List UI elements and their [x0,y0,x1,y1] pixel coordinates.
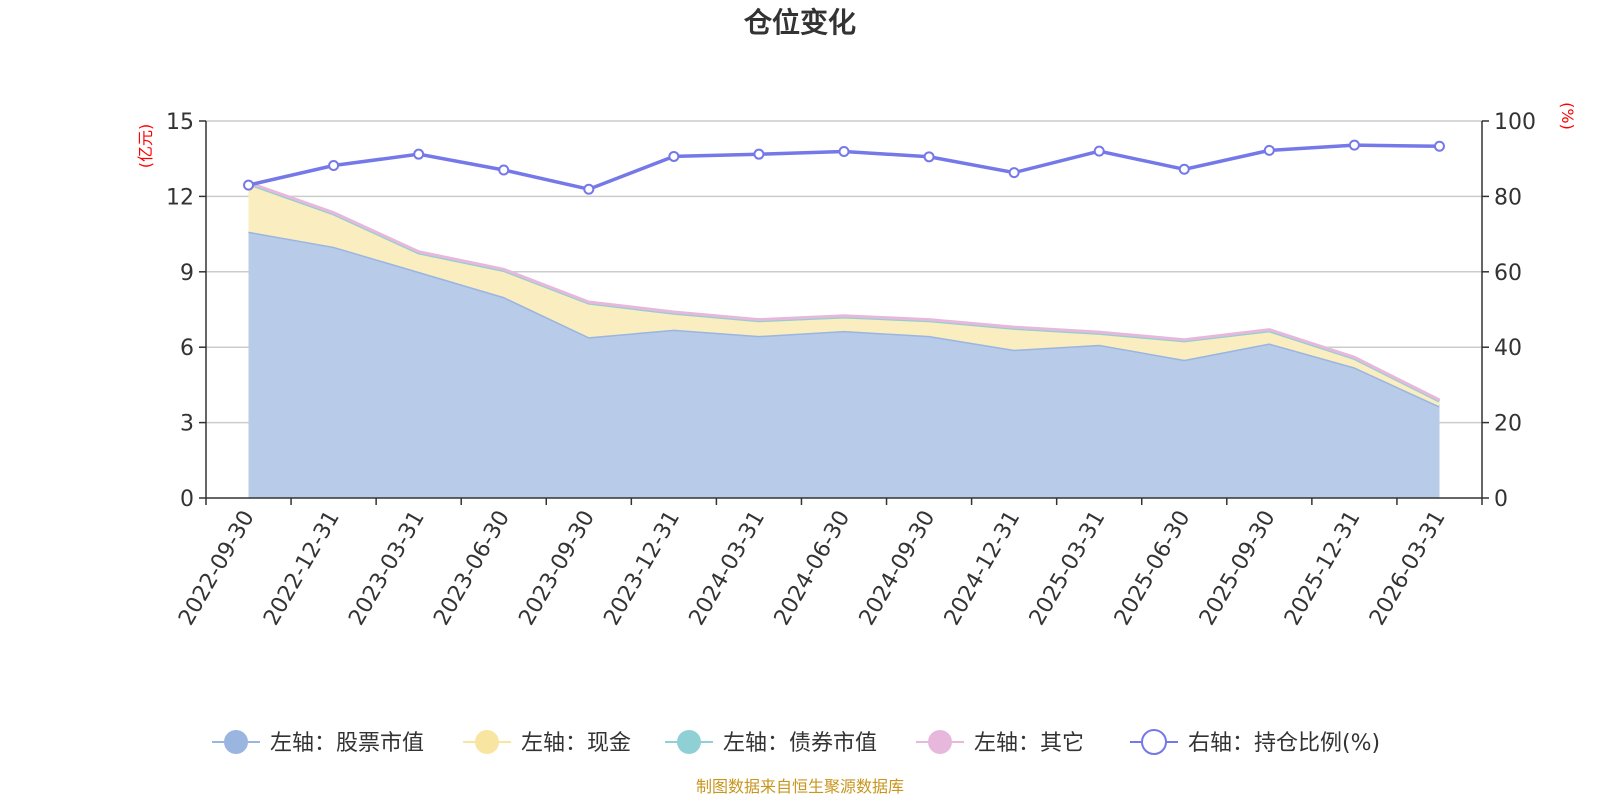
ratio-point [583,183,595,195]
left-axis-unit: (亿元) [136,124,155,169]
x-tick-label: 2026-03-31 [1365,507,1451,630]
x-tick-label: 2024-03-31 [685,507,771,630]
ratio-point [1178,163,1190,175]
left-tick-label: 12 [166,185,194,210]
right-tick-label: 0 [1494,487,1508,512]
axes [199,120,1489,505]
ratio-point [243,179,255,191]
ratio-point [328,159,340,171]
ratio-point [753,148,765,160]
x-tick-label: 2022-09-30 [174,507,260,630]
legend-marker-2 [677,730,701,754]
area-fill-0 [248,231,1440,498]
ratio-point [1093,145,1105,157]
x-tick-label: 2023-09-30 [514,507,600,630]
ratio-point [413,148,425,160]
ratio-point [1348,139,1360,151]
x-tick-label: 2025-03-31 [1025,507,1111,630]
legend-label-3: 左轴：其它 [974,731,1084,756]
ratio-line-series [243,139,1445,195]
legend-label-4: 右轴：持仓比例(%) [1188,731,1380,756]
ratio-point [1263,144,1275,156]
x-tick-label: 2025-09-30 [1195,507,1281,630]
right-tick-label: 20 [1494,412,1522,437]
legend-marker-4 [1141,729,1167,755]
right-tick-label: 40 [1494,336,1522,361]
ratio-point [1433,140,1445,152]
area-fill-1 [248,183,1440,407]
legend-marker-3 [928,730,952,754]
legend-label-0: 左轴：股票市值 [270,731,424,756]
ratio-point [1008,167,1020,179]
legend-marker-1 [475,730,499,754]
area-series [247,181,1441,498]
legend-label-1: 左轴：现金 [521,731,631,756]
left-tick-label: 0 [180,487,194,512]
x-tick-label: 2025-12-31 [1280,507,1366,630]
ratio-point [923,151,935,163]
ratio-point [498,164,510,176]
left-tick-label: 3 [180,412,194,437]
area-edge-3 [247,181,1441,402]
right-axis-unit: (%) [1558,102,1577,130]
left-tick-label: 9 [180,261,194,286]
x-tick-label: 2023-03-31 [344,506,430,629]
left-tick-label: 6 [180,336,194,361]
legend-marker-0 [224,730,248,754]
right-tick-label: 80 [1494,185,1522,210]
x-tick-label: 2024-06-30 [770,507,856,630]
x-tick-label: 2025-06-30 [1110,507,1196,630]
data-source-note: 制图数据来自恒生聚源数据库 [696,777,904,796]
legend: 左轴：股票市值 左轴：现金 左轴：债券市值 左轴：其它 右轴：持仓比例(%) [212,729,1380,756]
ratio-point [838,146,850,158]
right-tick-label: 100 [1494,110,1536,135]
right-tick-label: 60 [1494,261,1522,286]
x-tick-label: 2022-12-31 [259,507,345,630]
x-tick-label: 2023-06-30 [429,507,515,630]
chart-title: 仓位变化 [744,6,856,39]
x-tick-label: 2024-09-30 [855,507,941,630]
x-tick-label: 2024-12-31 [940,506,1026,629]
legend-label-2: 左轴：债券市值 [723,731,877,756]
left-tick-label: 15 [166,110,194,135]
x-tick-label: 2023-12-31 [599,507,685,630]
ratio-point [668,150,680,162]
